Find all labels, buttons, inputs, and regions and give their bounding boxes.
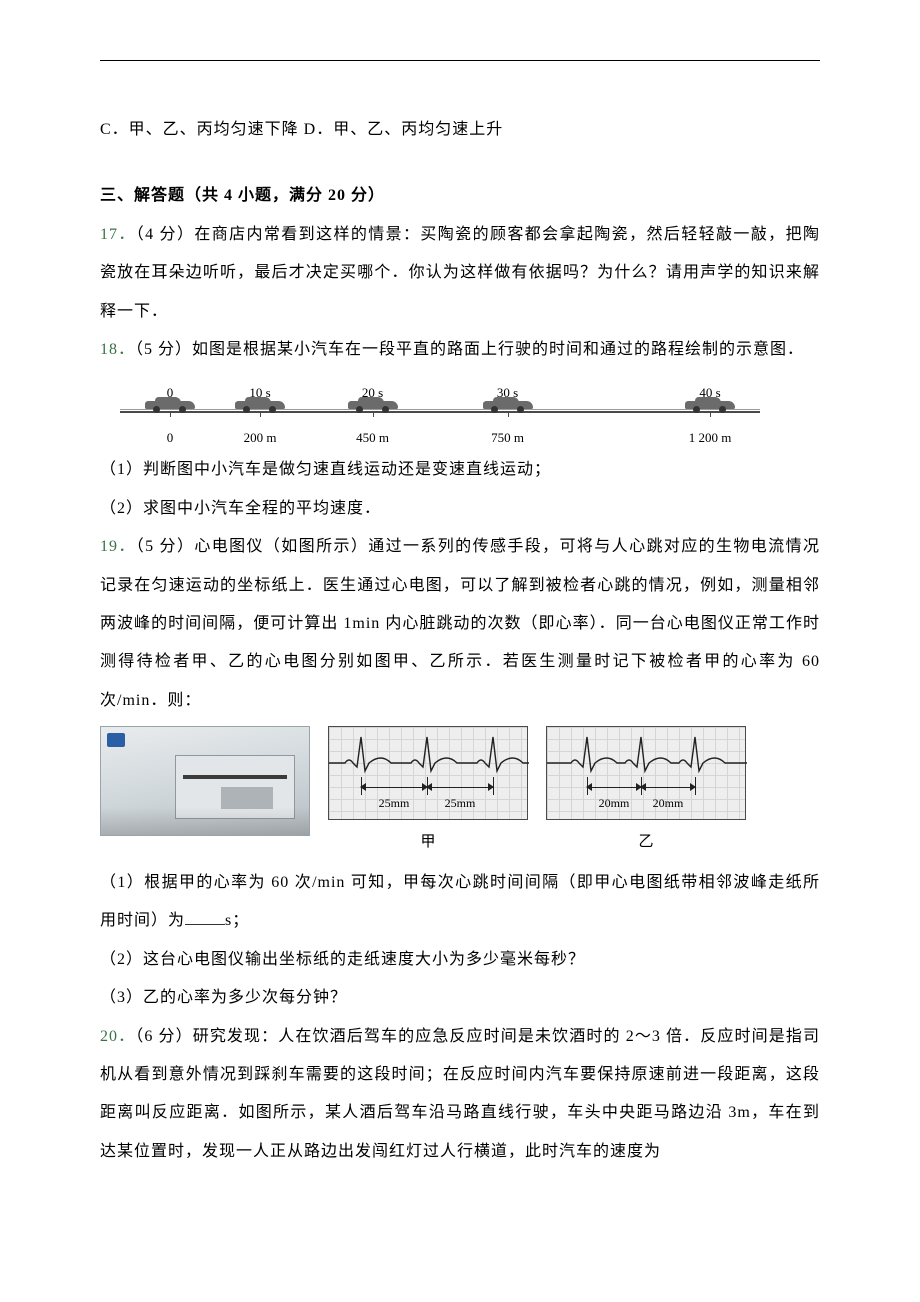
q18-intro-text: 如图是根据某小汽车在一段平直的路面上行驶的时间和通过的路程绘制的示意图． (192, 341, 804, 358)
ecg-machine-slot (183, 775, 287, 779)
ecg-panel-jia: 25mm 25mm (328, 726, 528, 820)
q18-num: 18． (100, 341, 135, 358)
car-icon (145, 396, 195, 412)
dim-label-yi-1: 20mm (599, 789, 630, 818)
dim-line (641, 787, 695, 788)
dist-label: 1 200 m (689, 422, 732, 453)
ecg-machine-keypad (221, 787, 273, 809)
section-3-title: 三、解答题（共 4 小题，满分 20 分） (100, 177, 820, 215)
dim-label-jia-2: 25mm (445, 789, 476, 818)
dim-line (427, 787, 493, 788)
ecg-machine-image (100, 726, 310, 836)
q19-sub3: （3）乙的心率为多少次每分钟？ (100, 979, 820, 1017)
q18-figure: 0010 s200 m20 s450 m30 s750 m40 s1 200 m (100, 377, 780, 449)
ecg-yi-wrap: 20mm 20mm 乙 (546, 726, 746, 860)
track-upper-line (120, 409, 760, 410)
car-icon (685, 396, 735, 412)
q19-points: （5 分） (136, 538, 195, 555)
dist-label: 0 (167, 422, 174, 453)
ecg-panel-yi: 20mm 20mm (546, 726, 746, 820)
dim-label-jia-1: 25mm (379, 789, 410, 818)
header-rule (100, 60, 820, 61)
dim-line (361, 787, 427, 788)
ecg-jia-wave (329, 727, 529, 821)
q19-sub1-b: s； (225, 912, 249, 929)
q20-num: 20． (100, 1028, 135, 1045)
q19-sub1: （1）根据甲的心率为 60 次/min 可知，甲每次心跳时间间隔（即甲心电图纸带… (100, 864, 820, 941)
dist-label: 450 m (356, 422, 389, 453)
q20-points: （6 分） (135, 1028, 192, 1045)
q19-figure: 25mm 25mm 甲 20mm 20mm 乙 (100, 726, 820, 860)
ecg-caption-yi: 乙 (546, 824, 746, 860)
q17-text: 在商店内常看到这样的情景：买陶瓷的顾客都会拿起陶瓷，然后轻轻敲一敲，把陶瓷放在耳… (100, 226, 820, 320)
option-line-cd: C．甲、乙、丙均匀速下降 D．甲、乙、丙均匀速上升 (100, 111, 820, 149)
q17-num: 17． (100, 226, 136, 243)
q18-intro: 18．（5 分）如图是根据某小汽车在一段平直的路面上行驶的时间和通过的路程绘制的… (100, 331, 820, 369)
ecg-yi-wave (547, 727, 747, 821)
q19-num: 19． (100, 538, 136, 555)
fill-blank (185, 906, 225, 925)
q18-points: （5 分） (135, 341, 192, 358)
car-icon (348, 396, 398, 412)
track-line (120, 411, 760, 413)
car-icon (235, 396, 285, 412)
ecg-jia-wrap: 25mm 25mm 甲 (328, 726, 528, 860)
q20: 20．（6 分）研究发现：人在饮酒后驾车的应急反应时间是未饮酒时的 2～3 倍．… (100, 1018, 820, 1172)
q18-sub1: （1）判断图中小汽车是做匀速直线运动还是变速直线运动； (100, 451, 820, 489)
q19-intro-text: 心电图仪（如图所示）通过一系列的传感手段，可将与人心跳对应的生物电流情况记录在匀… (100, 538, 820, 709)
ecg-machine-shadow (101, 807, 309, 835)
q20-text: 研究发现：人在饮酒后驾车的应急反应时间是未饮酒时的 2～3 倍．反应时间是指司机… (100, 1028, 820, 1160)
q19-sub2: （2）这台心电图仪输出坐标纸的走纸速度大小为多少毫米每秒？ (100, 941, 820, 979)
dist-label: 200 m (244, 422, 277, 453)
dist-label: 750 m (491, 422, 524, 453)
dim-line (587, 787, 641, 788)
car-icon (483, 396, 533, 412)
q17: 17．（4 分）在商店内常看到这样的情景：买陶瓷的顾客都会拿起陶瓷，然后轻轻敲一… (100, 216, 820, 331)
q19-intro: 19．（5 分）心电图仪（如图所示）通过一系列的传感手段，可将与人心跳对应的生物… (100, 528, 820, 720)
q18-sub2: （2）求图中小汽车全程的平均速度． (100, 490, 820, 528)
dim-label-yi-2: 20mm (653, 789, 684, 818)
q17-points: （4 分） (136, 226, 195, 243)
ecg-caption-jia: 甲 (328, 824, 528, 860)
